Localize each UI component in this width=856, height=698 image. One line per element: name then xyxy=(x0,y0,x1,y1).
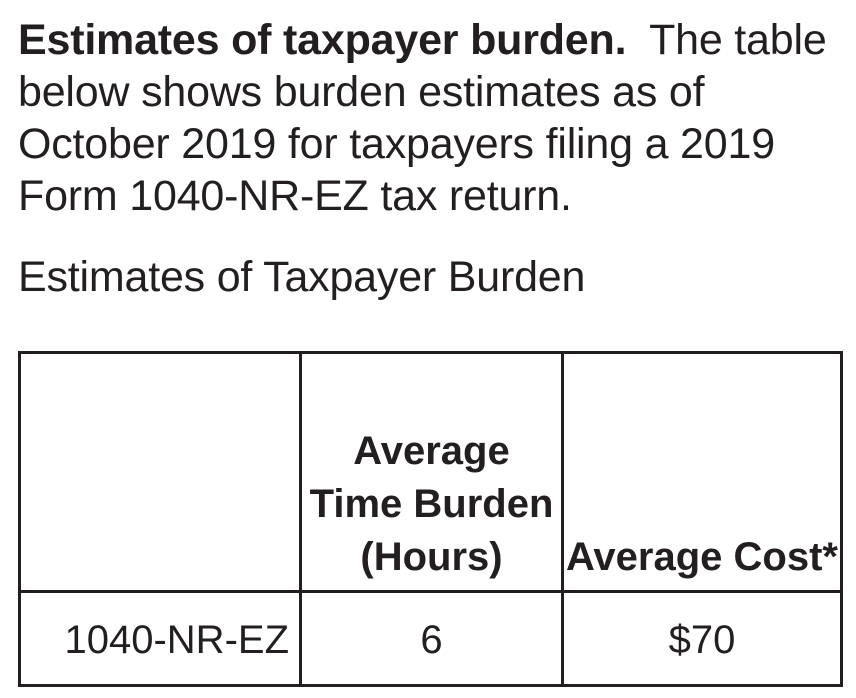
cell-form: 1040-NR-EZ xyxy=(18,590,302,687)
intro-lead: Estimates of taxpayer burden. xyxy=(18,16,627,64)
header-form xyxy=(18,351,302,593)
header-average-cost: Average Cost* xyxy=(561,351,843,593)
header-time-burden: Average Time Burden (Hours) xyxy=(299,351,564,593)
table-header-row: Average Time Burden (Hours) Average Cost… xyxy=(18,351,843,593)
table-heading: Estimates of Taxpayer Burden xyxy=(18,253,586,301)
intro-body: The table below shows burden estimates a… xyxy=(18,16,827,220)
burden-table: Average Time Burden (Hours) Average Cost… xyxy=(18,351,843,687)
intro-paragraph: Estimates of taxpayer burden. The table … xyxy=(18,14,833,222)
table-row: 1040-NR-EZ 6 $70 xyxy=(18,590,843,687)
cell-time: 6 xyxy=(299,590,564,687)
cell-cost: $70 xyxy=(561,590,843,687)
